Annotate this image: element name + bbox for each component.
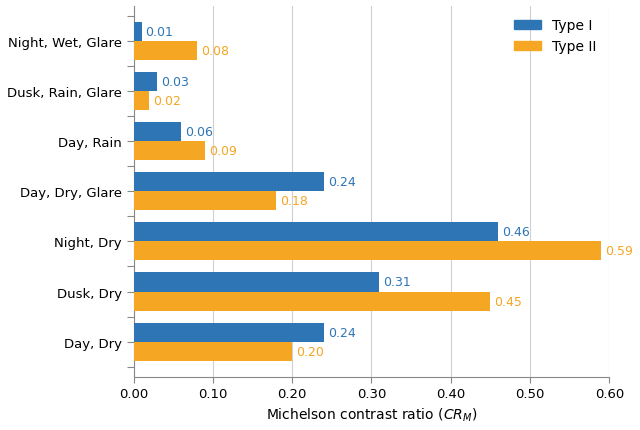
- Text: 0.24: 0.24: [328, 176, 356, 189]
- Bar: [134, 173, 324, 192]
- Bar: [134, 23, 141, 42]
- Text: 0.09: 0.09: [209, 145, 237, 158]
- Bar: [134, 73, 157, 92]
- Text: 0.46: 0.46: [502, 226, 530, 239]
- Text: 0.20: 0.20: [296, 345, 324, 358]
- Text: 0.06: 0.06: [185, 126, 213, 139]
- Text: 0.18: 0.18: [280, 195, 308, 208]
- Bar: [134, 42, 197, 61]
- X-axis label: Michelson contrast ratio ($\mathit{CR_M}$): Michelson contrast ratio ($\mathit{CR_M}…: [266, 406, 477, 423]
- Text: 0.45: 0.45: [494, 295, 522, 308]
- Bar: [134, 223, 499, 242]
- Bar: [134, 92, 150, 111]
- Bar: [134, 292, 490, 311]
- Text: 0.01: 0.01: [145, 26, 173, 39]
- Bar: [134, 342, 292, 361]
- Text: 0.31: 0.31: [383, 276, 411, 289]
- Text: 0.08: 0.08: [201, 45, 229, 58]
- Bar: [134, 142, 205, 161]
- Bar: [134, 123, 181, 142]
- Legend: Type I, Type II: Type I, Type II: [508, 14, 602, 60]
- Text: 0.24: 0.24: [328, 326, 356, 339]
- Bar: [134, 273, 380, 292]
- Bar: [134, 192, 276, 211]
- Bar: [134, 323, 324, 342]
- Text: 0.59: 0.59: [605, 245, 633, 258]
- Text: 0.02: 0.02: [154, 95, 181, 108]
- Bar: [134, 242, 602, 261]
- Text: 0.03: 0.03: [161, 76, 189, 89]
